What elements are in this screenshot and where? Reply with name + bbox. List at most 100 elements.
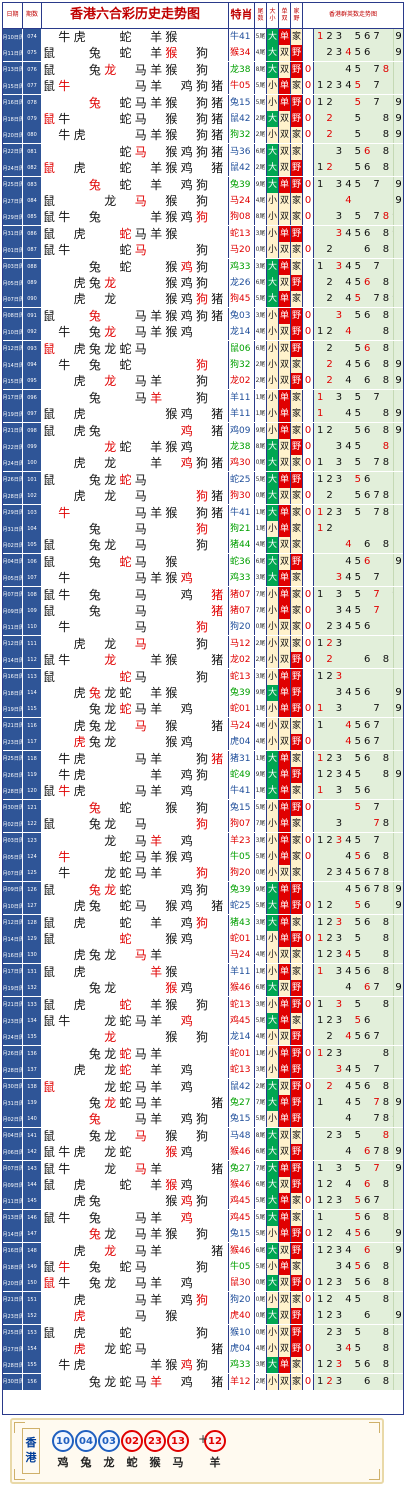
zodiac-cell: 牛兔龙马羊猴鸡 xyxy=(42,324,229,341)
trend-number: 4 xyxy=(345,1343,352,1354)
table-row: 08月29日周四103牛马羊猴狗猪牛411尾大单家0123578 xyxy=(3,504,403,522)
zodiac-char: 马 xyxy=(134,866,147,881)
tail-cell: 1尾 xyxy=(255,406,267,423)
tail-cell: 2尾 xyxy=(255,652,267,669)
zodiac-char: 马 xyxy=(134,194,147,208)
zodiac-char: 牛 xyxy=(58,768,71,782)
domestic-wild-cell: 野 xyxy=(291,1308,303,1325)
zodiac-char: 猴 xyxy=(165,144,178,159)
date-cell: 10月26日周六 xyxy=(3,1045,23,1062)
size-cell: 大 xyxy=(267,143,279,160)
zodiac-char: 蛇 xyxy=(119,161,132,176)
trend-number: 5 xyxy=(354,473,361,485)
trend-number: 4 xyxy=(345,375,352,387)
trend-nine xyxy=(394,455,403,472)
tail-cell: 9尾 xyxy=(255,422,267,439)
size-cell: 小 xyxy=(267,619,279,636)
period-cell: 156 xyxy=(23,1373,42,1390)
special-zodiac: 鼠30 xyxy=(229,1275,255,1292)
trend-number: 4 xyxy=(345,883,352,895)
tail-cell: 1尾 xyxy=(255,750,267,767)
zodiac-char: 龙 xyxy=(104,1276,117,1291)
size-cell: 小 xyxy=(267,357,279,373)
trend-nine xyxy=(394,914,403,931)
zodiac-char: 牛 xyxy=(58,784,71,799)
size-cell: 大 xyxy=(267,914,279,931)
tail-cell: 1尾 xyxy=(255,1045,267,1062)
trend-nine: 9 xyxy=(394,373,403,390)
size-cell: 大 xyxy=(267,471,279,488)
trend-number: 6 xyxy=(364,277,371,288)
trend-number: 2 xyxy=(326,769,333,780)
zodiac-cell: 鼠虎蛇羊猴鸡猪 xyxy=(42,160,229,177)
trend-number: 5 xyxy=(354,391,361,403)
trend-zero xyxy=(303,783,314,800)
parity-cell: 单 xyxy=(279,570,291,587)
trend-number: 3 xyxy=(335,1277,343,1289)
zodiac-char: 鸡 xyxy=(180,571,193,586)
size-cell: 小 xyxy=(267,324,279,341)
tail-cell: 8尾 xyxy=(255,209,267,226)
zodiac-char: 鸡 xyxy=(180,259,193,274)
trend-number: 6 xyxy=(364,916,371,928)
period-cell: 150 xyxy=(23,1275,42,1292)
special-zodiac: 蛇49 xyxy=(229,767,255,783)
zodiac-char: 狗 xyxy=(196,210,209,225)
trend-nine xyxy=(394,1029,403,1046)
trend-number: 1 xyxy=(317,178,324,190)
zodiac-char: 蛇 xyxy=(119,144,132,159)
zodiac-char: 羊 xyxy=(150,948,163,963)
parity-cell: 双 xyxy=(279,143,291,160)
period-cell: 093 xyxy=(23,340,42,357)
zodiac-char: 狗 xyxy=(196,128,209,143)
size-cell: 小 xyxy=(267,193,279,209)
zodiac-char: 猴 xyxy=(165,653,178,668)
tail-cell: 8尾 xyxy=(255,1127,267,1144)
table-row: 11月02日周六140兔马羊鸡狗兔155尾小单野4789 xyxy=(3,1111,403,1129)
special-zodiac: 鼠06 xyxy=(229,340,255,357)
domestic-wild-cell: 家 xyxy=(291,455,303,472)
zodiac-char: 蛇 xyxy=(119,850,132,864)
trend-nine xyxy=(394,635,403,652)
trend-nine xyxy=(394,1324,403,1341)
zodiac-char: 狗 xyxy=(196,390,209,405)
parity-cell: 单 xyxy=(279,291,291,308)
trend-number: 6 xyxy=(364,736,371,748)
table-row: 09月04日周三106鼠兔蛇马猴蛇366尾大双野4569 xyxy=(3,553,403,571)
zodiac-char: 虎 xyxy=(73,1063,86,1078)
zodiac-char: 兔 xyxy=(88,1210,101,1225)
special-zodiac: 龙26 xyxy=(229,275,255,291)
trend-number: 1 xyxy=(317,1359,324,1371)
trend-number: 8 xyxy=(382,506,390,518)
period-cell: 084 xyxy=(23,193,42,209)
trend-zero xyxy=(303,1324,314,1341)
trend-number: 1 xyxy=(317,785,324,797)
special-zodiac: 马36 xyxy=(229,143,255,160)
tail-cell: 1尾 xyxy=(255,389,267,406)
zodiac-char: 虎 xyxy=(73,784,86,799)
trend-number: 8 xyxy=(382,441,390,452)
trend-number: 2 xyxy=(326,113,333,124)
size-cell: 小 xyxy=(267,717,279,734)
trend-number: 7 xyxy=(373,293,380,305)
zodiac-char: 鸡 xyxy=(180,423,193,438)
trend-number: 6 xyxy=(364,1195,371,1207)
trend-number: 4 xyxy=(345,949,352,961)
header-danshuang: 单双 xyxy=(279,3,291,28)
zodiac-char: 羊 xyxy=(150,95,163,110)
parity-cell: 单 xyxy=(279,799,291,816)
zodiac-char: 狗 xyxy=(196,522,209,536)
domestic-wild-cell: 家 xyxy=(291,127,303,144)
parity-cell: 单 xyxy=(279,1160,291,1177)
period-cell: 130 xyxy=(23,947,42,964)
tail-cell: 4尾 xyxy=(255,324,267,341)
trend-number: 9 xyxy=(392,209,393,225)
trend-zero: 0 xyxy=(303,1291,314,1308)
trend-nine xyxy=(394,1209,403,1226)
size-cell: 大 xyxy=(267,537,279,554)
